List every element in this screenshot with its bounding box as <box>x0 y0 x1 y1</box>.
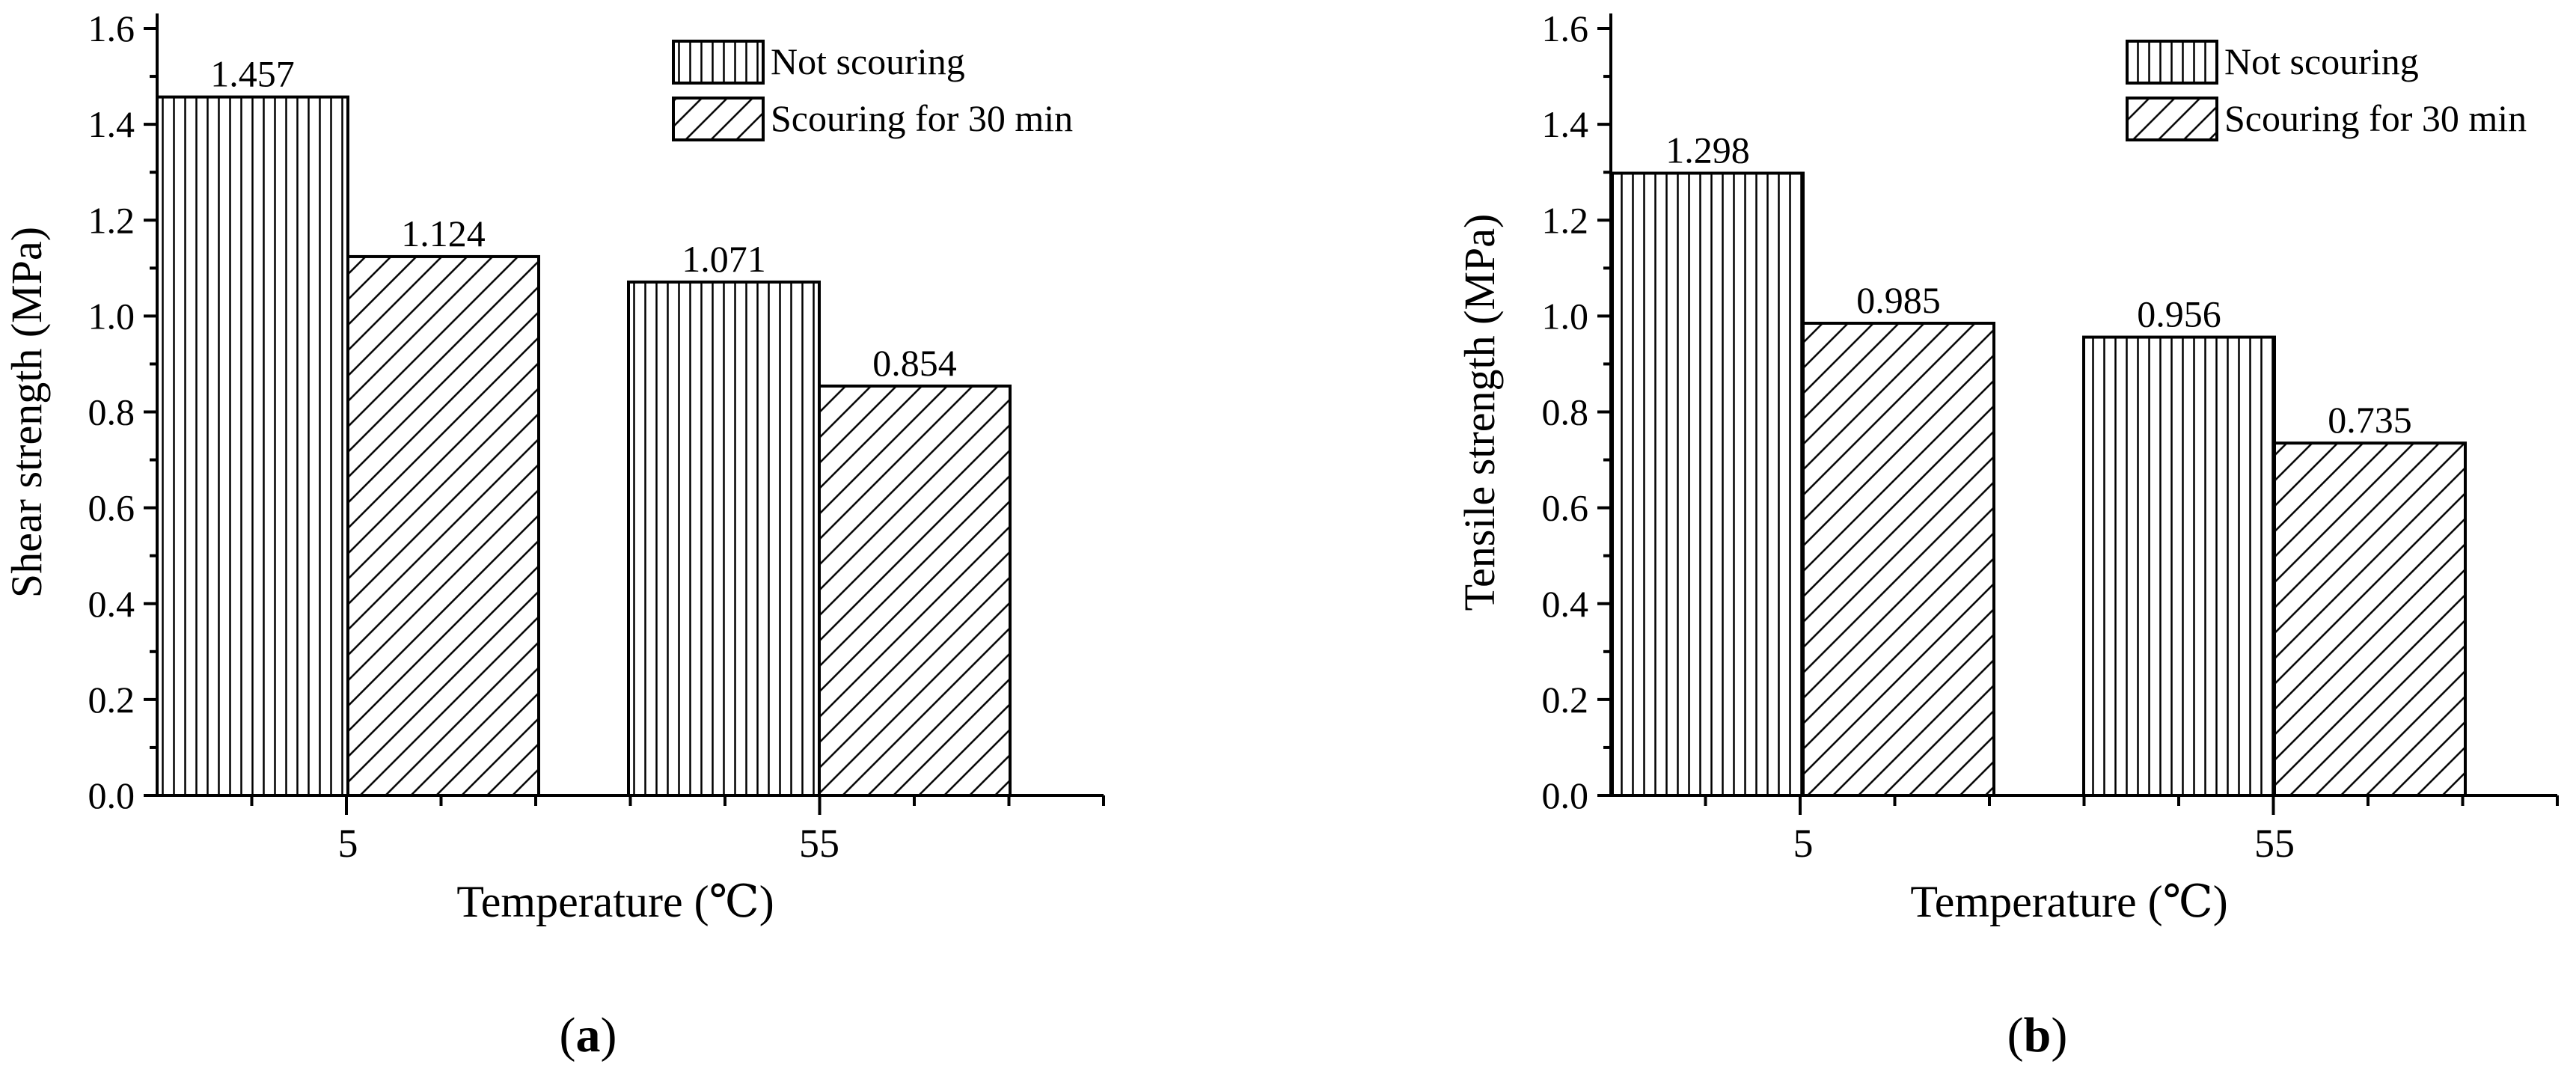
y-axis-title: Tensile strength (MPa) <box>1455 214 1504 611</box>
bar-not-scouring-5 <box>1611 171 1805 797</box>
value-label: 1.071 <box>682 238 766 280</box>
legend-label: Scouring for 30 min <box>771 97 1073 139</box>
y-tick-label: 1.2 <box>88 199 135 241</box>
bar-not-scouring-5 <box>156 95 349 797</box>
y-tick-label: 0.6 <box>1542 487 1589 529</box>
y-tick-label: 0.6 <box>88 487 135 529</box>
legend-label: Not scouring <box>2224 40 2419 82</box>
y-tick-label: 0.0 <box>1542 774 1589 816</box>
x-axis-title: Temperature (℃) <box>1910 877 2227 926</box>
legend-label: Scouring for 30 min <box>2224 97 2527 139</box>
y-axis-title: Shear strength (MPa) <box>2 227 51 598</box>
legend-label: Not scouring <box>771 40 965 82</box>
y-tick-label: 1.0 <box>1542 295 1589 337</box>
y-tick-label: 0.0 <box>88 774 135 816</box>
x-tick-label: 55 <box>2254 821 2295 866</box>
y-tick-label: 0.4 <box>88 583 135 625</box>
y-tick-label: 0.8 <box>1542 391 1589 433</box>
panel-label: (b) <box>2007 1008 2068 1063</box>
y-tick-label: 0.4 <box>1542 583 1589 625</box>
value-label: 0.735 <box>2328 399 2412 441</box>
bar-scouring-30min-5 <box>1802 321 1995 797</box>
x-axis-title: Temperature (℃) <box>456 877 774 926</box>
panel-letter: b <box>2024 1008 2052 1063</box>
y-tick-label: 1.2 <box>1542 199 1589 241</box>
value-label: 0.985 <box>1856 279 1941 321</box>
bar-not-scouring-55 <box>2082 335 2276 797</box>
value-label: 1.298 <box>1665 129 1750 171</box>
y-tick-label: 1.6 <box>1542 7 1589 49</box>
x-tick-label: 5 <box>1793 821 1814 866</box>
bar-scouring-30min-55 <box>2273 441 2467 797</box>
panel-b-chart: 1.298 0.956 0.985 0.735 0.0 0.2 0.4 0.6 0.8 1.0 1.… <box>1455 7 2559 1063</box>
legend-swatch-scouring-30min <box>672 97 765 141</box>
y-tick-label: 1.0 <box>88 295 135 337</box>
y-tick-label: 0.2 <box>88 679 135 721</box>
y-tick-label: 0.8 <box>88 391 135 433</box>
value-label: 1.457 <box>210 53 295 95</box>
bar-scouring-30min-5 <box>346 254 540 797</box>
legend-swatch-not-scouring <box>672 40 765 85</box>
value-label: 1.124 <box>401 213 486 254</box>
y-tick-label: 1.6 <box>88 7 135 49</box>
panel-letter: a <box>576 1008 601 1063</box>
panel-label: (a) <box>560 1008 617 1063</box>
x-tick-label: 55 <box>799 821 839 866</box>
y-tick-label: 1.4 <box>1542 103 1589 145</box>
y-tick-label: 0.2 <box>1542 679 1589 721</box>
panel-a-chart: 1.457 1.071 1.124 0.854 0.0 0.2 0.4 0.6 0.8 1.0 1.… <box>2 7 1105 1063</box>
x-tick-label: 5 <box>338 821 358 866</box>
y-tick-label: 1.4 <box>88 103 135 145</box>
legend-swatch-scouring-30min <box>2126 97 2218 141</box>
value-label: 0.854 <box>872 342 957 384</box>
bar-not-scouring-55 <box>627 280 821 797</box>
bar-scouring-30min-55 <box>818 384 1012 797</box>
value-label: 0.956 <box>2137 293 2221 335</box>
legend-swatch-not-scouring <box>2126 40 2218 85</box>
